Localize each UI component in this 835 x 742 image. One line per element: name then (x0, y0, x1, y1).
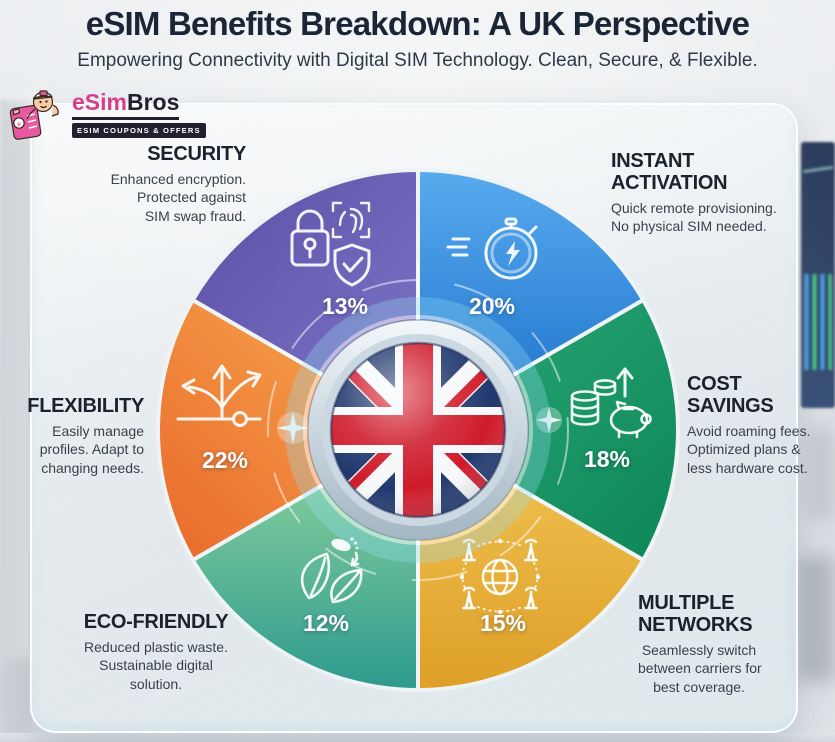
percent-label-eco-friendly: 12% (302, 610, 350, 636)
security-icons (290, 201, 371, 287)
description-line: Avoid roaming fees. (687, 423, 811, 439)
background-blur-shape (0, 660, 32, 742)
title-line: COST (687, 373, 742, 395)
page-subtitle: Empowering Connectivity with Digital SIM… (77, 50, 758, 71)
title-line: SAVINGS (687, 395, 774, 417)
background-blur-shape (796, 556, 835, 682)
background-chart-line (802, 165, 834, 174)
coins-icon (570, 379, 617, 426)
title-line: ACTIVATION (611, 172, 728, 194)
brand-logo: e eSimBros ESIM COUPONS & OFFERS (7, 85, 206, 143)
percent-label-instant-activation: 20% (468, 293, 516, 319)
section-title: MULTIPLE NETWORKS (638, 592, 760, 636)
description-line: Enhanced encryption. (110, 171, 246, 187)
section-title: SECURITY (147, 143, 246, 165)
decorative-ring (267, 260, 569, 600)
title-line: INSTANT (611, 150, 695, 172)
fingerprint-icon (331, 201, 371, 239)
section-flexibility: FLEXIBILITY Easily manage profiles. Adap… (16, 395, 144, 477)
description-line: solution. (129, 675, 183, 692)
header: eSIM Benefits Breakdown: A UK Perspectiv… (0, 5, 835, 72)
description-line: changing needs. (41, 459, 144, 476)
brand-name-secondary: Bros (126, 89, 180, 115)
section-description: Avoid roaming fees. Optimized plans & le… (687, 422, 812, 477)
brand-tagline: ESIM COUPONS & OFFERS (72, 123, 206, 138)
growth-arrow-icon (616, 367, 634, 398)
description-line: Quick remote provisioning. (611, 200, 777, 216)
title-line: NETWORKS (638, 614, 753, 636)
percent-label-security: 13% (321, 293, 369, 319)
background-chart-bars (804, 274, 832, 370)
percent-label-flexibility: 22% (201, 447, 249, 473)
section-description: Seamlessly switch between carriers for b… (638, 641, 762, 696)
background-monitor (801, 142, 835, 408)
section-multiple-networks: MULTIPLE NETWORKS Seamlessly switch betw… (638, 592, 762, 696)
sparkle-icon (277, 407, 562, 444)
segment-cost-savings (416, 298, 680, 562)
description-line: between carriers for (638, 660, 762, 677)
shield-check-icon (333, 243, 371, 287)
globe-cell-towers-icon (459, 538, 541, 615)
description-line: Easily manage (52, 423, 144, 439)
description-line: No physical SIM needed. (611, 218, 767, 235)
svg-text:e: e (17, 121, 21, 128)
piggy-bank-icon (609, 400, 652, 439)
section-description: Reduced plastic waste. Sustainable digit… (61, 638, 251, 693)
section-eco-friendly: ECO-FRIENDLY Reduced plastic waste. Sust… (61, 611, 251, 693)
uk-flag-medallion (285, 297, 551, 563)
section-title: INSTANT ACTIVATION (611, 150, 801, 194)
section-description: Easily manage profiles. Adapt to changin… (16, 422, 144, 477)
footprint-recycle-icon (331, 537, 360, 567)
section-description: Enhanced encryption. Protected against S… (46, 170, 246, 225)
eco-icons (300, 537, 363, 604)
branching-arrows-icon (176, 364, 262, 427)
section-instant-activation: INSTANT ACTIVATION Quick remote provisio… (611, 150, 801, 236)
background-blur-shape (806, 430, 835, 520)
page-title: eSIM Benefits Breakdown: A UK Perspectiv… (85, 5, 750, 42)
description-line: profiles. Adapt to (39, 441, 144, 458)
description-line: Reduced plastic waste. (84, 639, 228, 655)
section-cost-savings: COST SAVINGS Avoid roaming fees. Optimiz… (687, 373, 812, 477)
section-title: FLEXIBILITY (27, 395, 144, 417)
cost-savings-icons (570, 367, 652, 439)
section-title: COST SAVINGS (687, 373, 812, 417)
background-wall (0, 100, 30, 740)
mascot-icon: e (9, 90, 59, 140)
description-line: Optimized plans & (687, 441, 801, 458)
percent-label-multiple-networks: 15% (479, 610, 527, 636)
description-line: less hardware cost. (687, 459, 808, 476)
percent-label-cost-savings: 18% (583, 446, 631, 472)
section-description: Quick remote provisioning. No physical S… (611, 199, 801, 236)
stopwatch-icon (446, 217, 538, 280)
esim-benefits-pie-chart (156, 168, 680, 692)
leaves-icon (300, 552, 363, 604)
lock-icon (290, 209, 330, 267)
section-title: ECO-FRIENDLY (83, 611, 229, 633)
description-line: best coverage. (653, 678, 745, 695)
description-line: Sustainable digital (99, 657, 213, 674)
title-line: MULTIPLE (638, 592, 735, 614)
section-security: SECURITY Enhanced encryption. Protected … (46, 143, 247, 225)
background-floor (0, 733, 835, 742)
lightning-icon (506, 241, 520, 266)
description-line: Seamlessly switch (641, 642, 757, 658)
description-line: SIM swap fraud. (144, 207, 246, 224)
globe-icon (481, 558, 519, 596)
brand-name-primary: eSim (72, 89, 127, 115)
brand-name: eSimBros (72, 89, 180, 120)
brand-text: eSimBros ESIM COUPONS & OFFERS (72, 85, 206, 138)
description-line: Protected against (137, 189, 246, 206)
